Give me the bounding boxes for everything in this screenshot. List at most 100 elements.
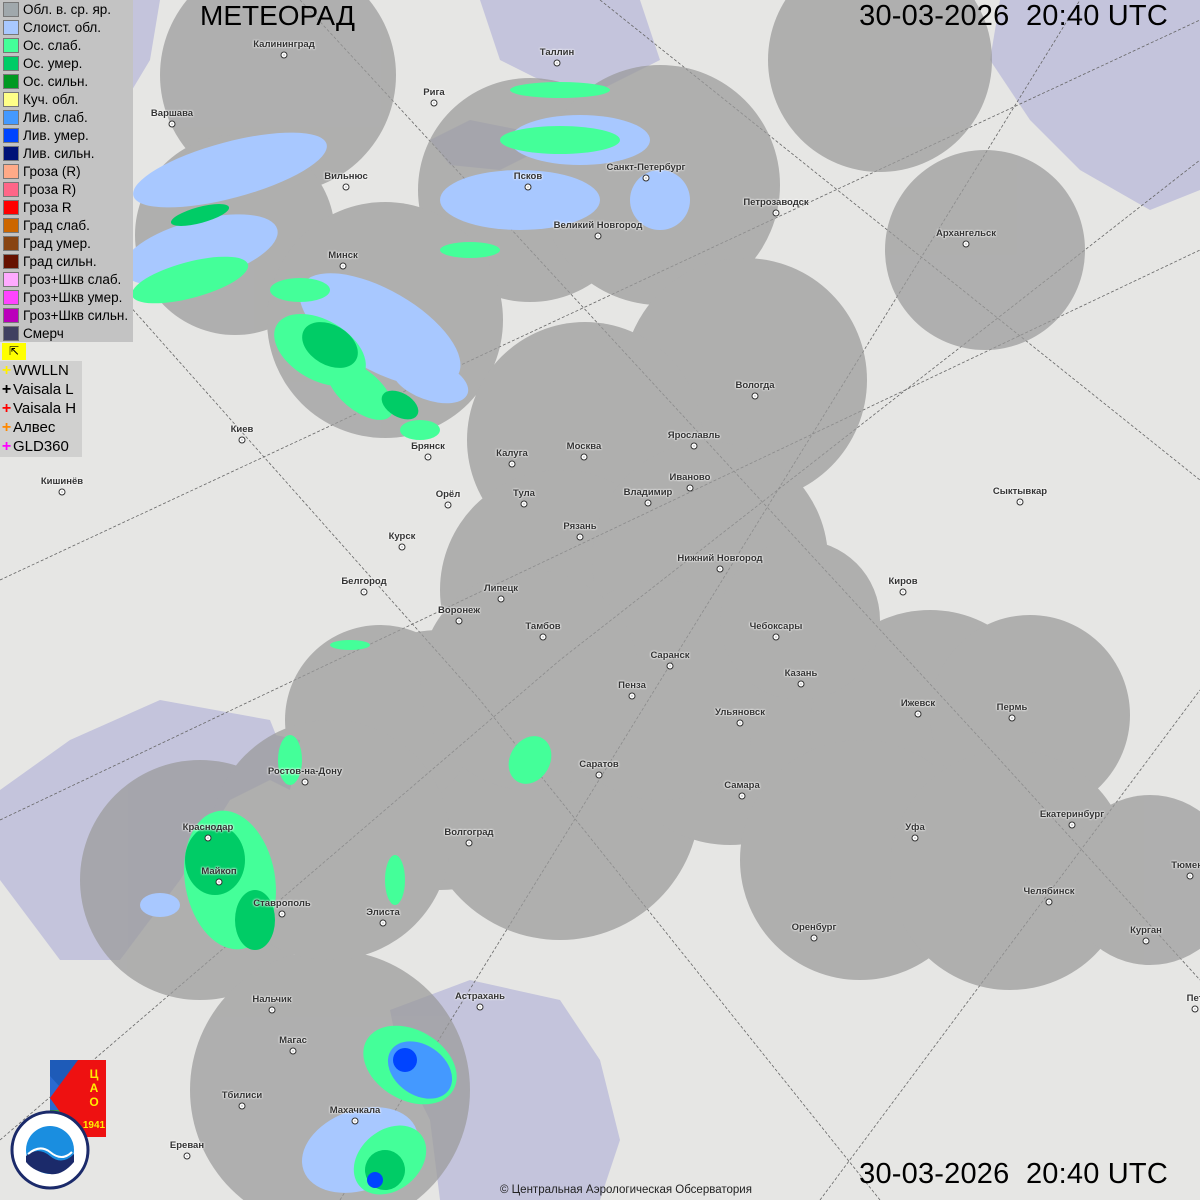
city-label: Нальчик	[252, 994, 292, 1005]
legend-swatch	[3, 163, 19, 179]
legend-label: Лив. сильн.	[23, 145, 95, 161]
lightning-network-item[interactable]: + Vaisala H	[0, 399, 76, 418]
lightning-toggle-button[interactable]: ⇱	[2, 343, 26, 360]
precipitation-echo	[630, 170, 690, 230]
legend-item: Гроза (R)	[0, 162, 81, 180]
radar-coverage-circle	[1065, 795, 1200, 965]
legend-item: Гроза R)	[0, 180, 76, 198]
legend-label: Лив. умер.	[23, 127, 89, 143]
radar-coverage-circle	[720, 540, 880, 700]
copyright-text: © Центральная Аэрологическая Обсерватори…	[500, 1184, 752, 1196]
city-marker-icon	[280, 51, 288, 59]
city-marker-icon	[686, 484, 694, 492]
lightning-legend: + WWLLN + Vaisala L + Vaisala H + Алвес + GLD360	[0, 361, 82, 457]
city-marker-icon	[666, 662, 674, 670]
city-marker-icon	[736, 719, 744, 727]
legend-swatch	[3, 217, 19, 233]
city-marker-icon	[204, 834, 212, 842]
city-label: Брянск	[411, 441, 445, 452]
lightning-network-label: WWLLN	[13, 362, 69, 379]
city-marker-icon	[238, 1102, 246, 1110]
city-label: Астрахань	[455, 991, 505, 1002]
legend-swatch	[3, 127, 19, 143]
city-label: Киров	[888, 576, 918, 587]
graticule-line	[819, 689, 1200, 1200]
legend-item: Град слаб.	[0, 216, 90, 234]
city-marker-icon	[430, 99, 438, 107]
city-marker-icon	[465, 839, 473, 847]
svg-text:1941: 1941	[83, 1120, 106, 1131]
radar-coverage-circle	[768, 0, 992, 172]
city-marker-icon	[1186, 872, 1194, 880]
city-label: Белгород	[341, 576, 387, 587]
city-label: Магас	[279, 1035, 307, 1046]
radar-coverage-circle	[890, 750, 1130, 990]
city-marker-icon	[278, 910, 286, 918]
legend-swatch	[3, 1, 19, 17]
city-label: Махачкала	[329, 1105, 381, 1116]
city-marker-icon	[455, 617, 463, 625]
city-label: Пенза	[618, 680, 646, 691]
city-label: Ереван	[169, 1140, 205, 1151]
city-marker-icon	[911, 834, 919, 842]
city-marker-icon	[810, 934, 818, 942]
lightning-network-item[interactable]: + WWLLN	[0, 361, 69, 380]
lightning-network-item[interactable]: + Алвес	[0, 418, 56, 437]
legend-swatch	[3, 235, 19, 251]
precipitation-echo	[278, 735, 302, 785]
legend-swatch	[3, 181, 19, 197]
legend-label: Град сильн.	[23, 253, 97, 269]
city-label: Липецк	[483, 583, 519, 594]
city-label: Челябинск	[1023, 886, 1075, 897]
legend-item: Слоист. обл.	[0, 18, 101, 36]
city-label: Элиста	[366, 907, 400, 918]
legend-swatch	[3, 271, 19, 287]
precipitation-echo	[400, 420, 440, 440]
city-marker-icon	[301, 778, 309, 786]
svg-text:О: О	[89, 1095, 98, 1109]
city-marker-icon	[444, 501, 452, 509]
city-label: Сыктывкар	[992, 486, 1048, 497]
city-marker-icon	[690, 442, 698, 450]
lightning-network-item[interactable]: + Vaisala L	[0, 380, 74, 399]
water-area	[480, 0, 660, 90]
legend-item: Гроз+Шкв сильн.	[0, 306, 128, 324]
city-marker-icon	[1068, 821, 1076, 829]
legend-label: Гроза R)	[23, 181, 77, 197]
legend-label: Град слаб.	[23, 217, 90, 233]
precipitation-echo	[381, 390, 419, 420]
city-marker-icon	[797, 680, 805, 688]
datetime-top: 30-03-2026 20:40 UTC	[859, 0, 1168, 32]
city-label: Ижевск	[900, 698, 936, 709]
lightning-network-item[interactable]: + GLD360	[0, 437, 69, 456]
city-marker-icon	[339, 262, 347, 270]
legend-label: Гроза (R)	[23, 163, 81, 179]
city-marker-icon	[1045, 898, 1053, 906]
city-label: Уфа	[905, 822, 925, 833]
city-label: Калининград	[253, 39, 315, 50]
city-label: Тюмень	[1171, 860, 1200, 871]
legend-item: Лив. умер.	[0, 126, 89, 144]
city-label: Кишинёв	[40, 476, 84, 487]
city-label: Тбилиси	[221, 1090, 263, 1101]
legend-item: Смерч	[0, 324, 64, 342]
city-marker-icon	[520, 500, 528, 508]
city-label: Минск	[328, 250, 358, 261]
city-marker-icon	[360, 588, 368, 596]
precipitation-echo	[330, 640, 370, 650]
city-label: Курган	[1130, 925, 1162, 936]
flag-arrow-icon: ⇱	[8, 344, 20, 358]
city-label: Вологда	[735, 380, 775, 391]
city-label: Самара	[724, 780, 760, 791]
legend-swatch	[3, 55, 19, 71]
city-marker-icon	[1142, 937, 1150, 945]
city-marker-icon	[580, 453, 588, 461]
city-label: Ростов-на-Дону	[267, 766, 343, 777]
city-marker-icon	[751, 392, 759, 400]
precipitation-echo	[326, 360, 394, 420]
svg-text:Ц: Ц	[90, 1067, 99, 1081]
city-label: Москва	[566, 441, 602, 452]
precipitation-echo	[440, 170, 600, 230]
legend-swatch	[3, 109, 19, 125]
